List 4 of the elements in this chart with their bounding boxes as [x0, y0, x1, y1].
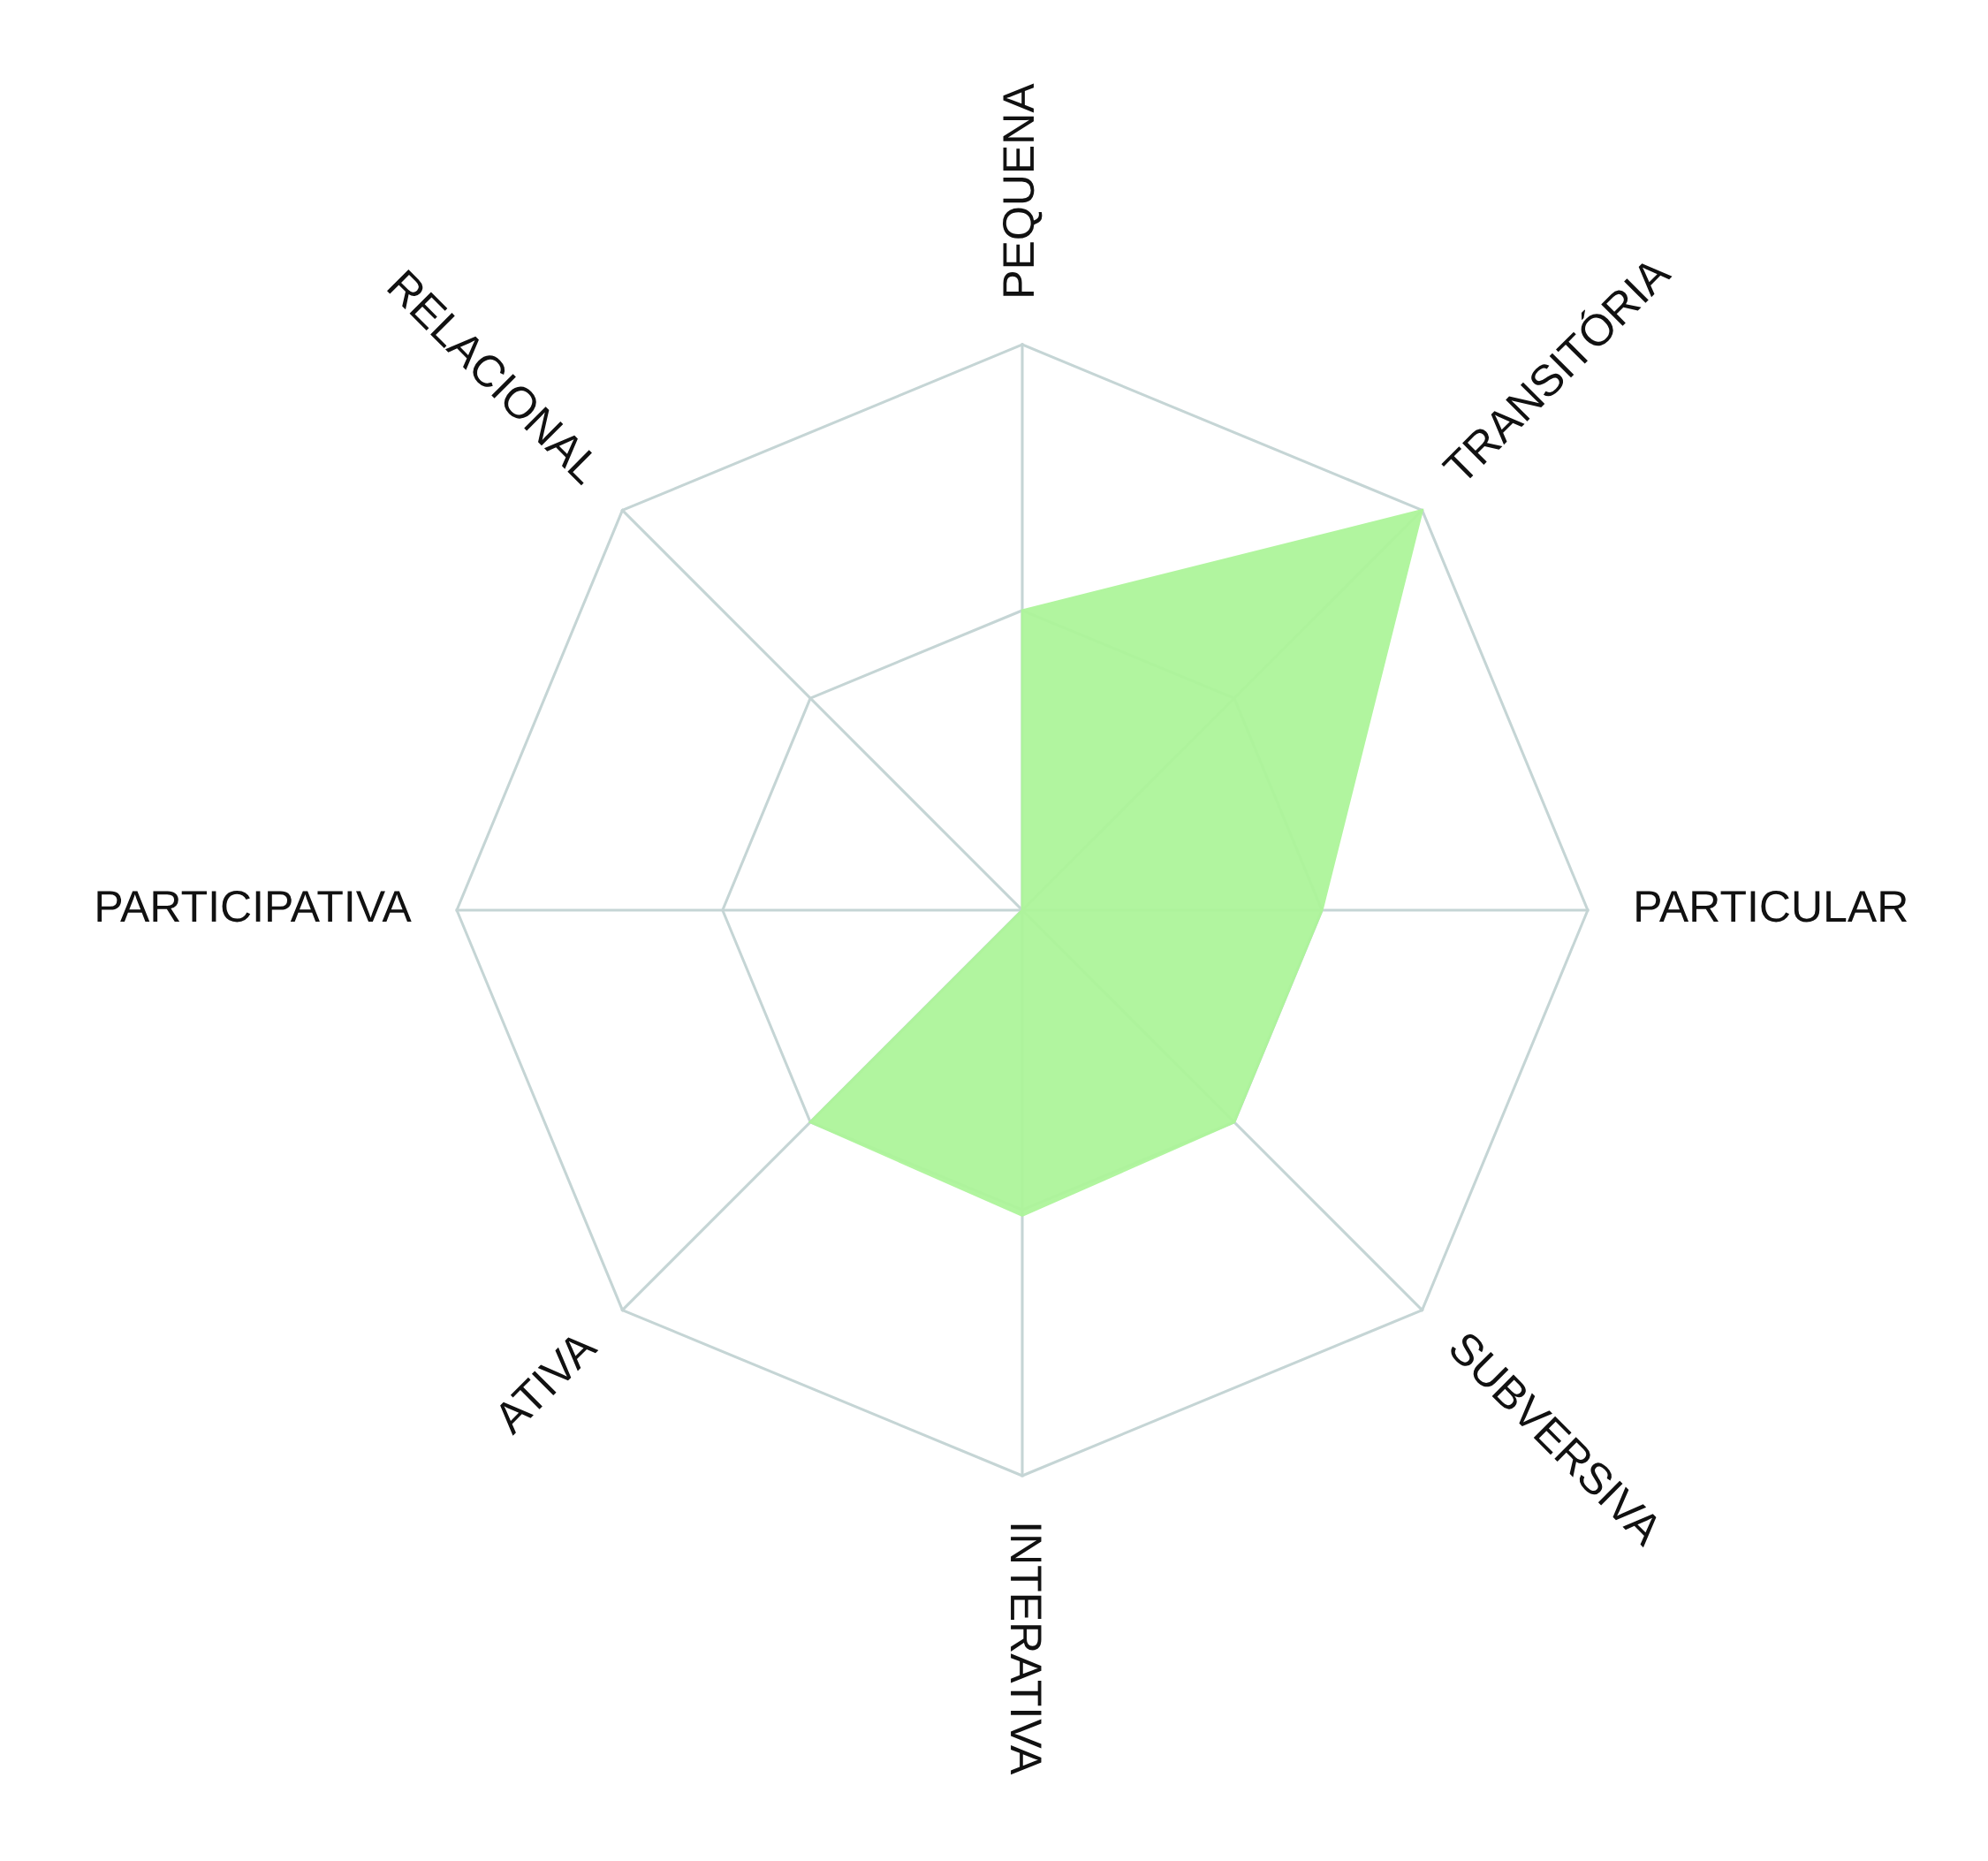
- spoke-label: PARTICULAR: [1636, 891, 1908, 923]
- spoke-label: PARTICIPATIVA: [97, 891, 412, 923]
- spoke-label: PEQUENA: [1003, 83, 1043, 296]
- spoke-label: INTERATIVA: [1011, 1524, 1042, 1775]
